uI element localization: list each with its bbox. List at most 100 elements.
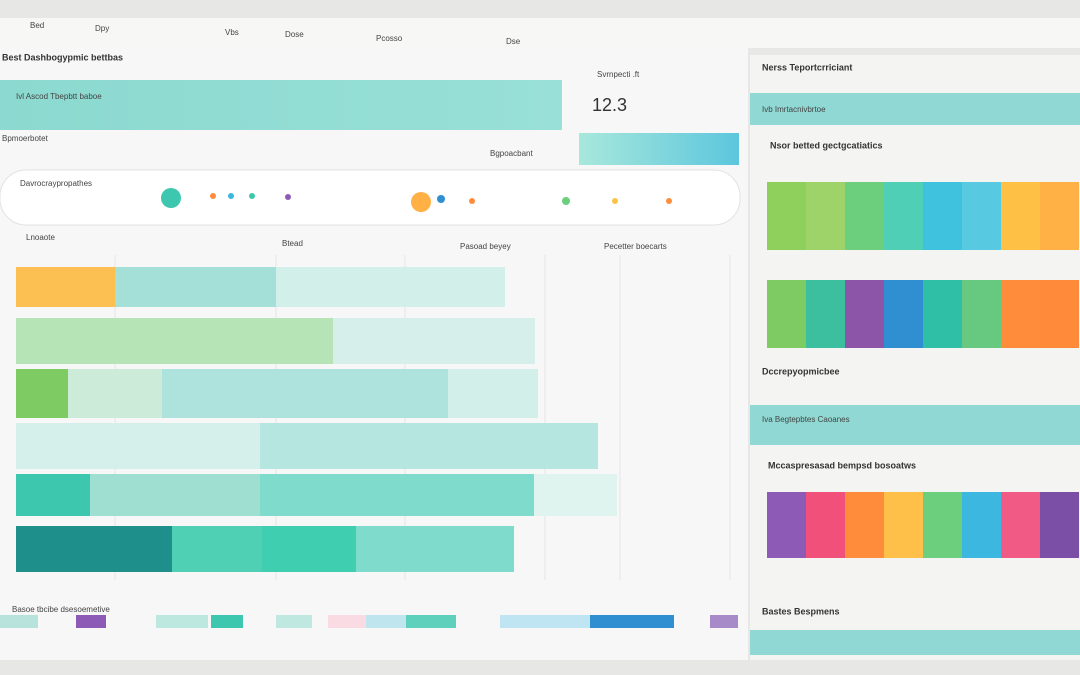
color-block bbox=[845, 182, 884, 250]
side-section: Mccaspresasad bempsd bosoatws bbox=[768, 460, 916, 470]
bar-segment bbox=[276, 267, 505, 307]
bar-segment bbox=[16, 423, 260, 469]
bar-segment bbox=[16, 474, 90, 516]
bar-label: Ivl Ascod Tbepbtt baboe bbox=[16, 92, 102, 101]
side-section: Dccrepyopmicbee bbox=[762, 366, 840, 376]
bar-segment bbox=[260, 474, 534, 516]
chart-title: Lnoaote bbox=[26, 233, 55, 242]
color-block bbox=[1040, 280, 1079, 348]
filter-icon bbox=[666, 198, 672, 204]
color-block bbox=[845, 492, 884, 558]
filter-icon bbox=[285, 194, 291, 200]
legend-swatch bbox=[328, 615, 366, 628]
column-header: Pecetter boecarts bbox=[604, 242, 667, 251]
legend-swatch bbox=[366, 615, 406, 628]
side-strip-label: Ivb Imrtacnivbrtoe bbox=[762, 105, 826, 114]
bar-segment bbox=[262, 526, 356, 572]
color-block bbox=[884, 280, 923, 348]
menu-item[interactable]: Dpy bbox=[95, 24, 109, 33]
color-block bbox=[1040, 492, 1079, 558]
bar-segment bbox=[448, 369, 538, 418]
summary-label: Svrnpecti .ft bbox=[597, 70, 640, 79]
filter-icon bbox=[161, 188, 181, 208]
menu-item[interactable]: Pcosso bbox=[376, 34, 403, 43]
side-strip bbox=[750, 630, 1080, 655]
side-strip bbox=[750, 405, 1080, 445]
color-block bbox=[767, 182, 806, 250]
side-section: Nsor betted gectgcatiatics bbox=[770, 140, 883, 150]
filter-icon bbox=[210, 193, 216, 199]
color-block bbox=[923, 280, 962, 348]
summary-value: 12.3 bbox=[592, 95, 627, 115]
bar-segment bbox=[260, 423, 598, 469]
color-block bbox=[845, 280, 884, 348]
bar-segment bbox=[356, 526, 514, 572]
color-block bbox=[1001, 280, 1040, 348]
color-block bbox=[884, 492, 923, 558]
legend-title: Basoe tbcibe dsesoemetive bbox=[12, 605, 110, 614]
menu-item[interactable]: Dse bbox=[506, 37, 521, 46]
filter-icon bbox=[612, 198, 618, 204]
toolbar bbox=[0, 18, 1080, 48]
bar-segment bbox=[162, 369, 448, 418]
bar-segment bbox=[16, 526, 172, 572]
color-block bbox=[806, 280, 845, 348]
color-block bbox=[884, 182, 923, 250]
color-block bbox=[962, 280, 1001, 348]
filter-icon bbox=[228, 193, 234, 199]
filter-icon bbox=[562, 197, 570, 205]
color-block bbox=[923, 182, 962, 250]
column-header: Btead bbox=[282, 239, 303, 248]
side-title: Nerss Teportcrriciant bbox=[762, 62, 852, 72]
filters-title: Bpmoerbotet bbox=[2, 134, 49, 143]
color-block bbox=[1001, 182, 1040, 250]
legend-swatch bbox=[590, 615, 674, 628]
side-strip bbox=[750, 93, 1080, 125]
bar-segment bbox=[16, 369, 68, 418]
legend-swatch bbox=[0, 615, 38, 628]
bar-segment bbox=[68, 369, 162, 418]
legend-swatch bbox=[211, 615, 243, 628]
color-block bbox=[1040, 182, 1079, 250]
bar-segment bbox=[534, 474, 617, 516]
shapes bbox=[0, 93, 1080, 655]
bar-segment bbox=[172, 526, 262, 572]
side-strip-label: Iva Begtepbtes Caoanes bbox=[762, 415, 850, 424]
side-panel bbox=[750, 55, 1080, 660]
filter-icon bbox=[469, 198, 475, 204]
color-block bbox=[806, 182, 845, 250]
legend-swatch bbox=[406, 615, 456, 628]
side-section: Bastes Bespmens bbox=[762, 606, 840, 616]
legend-swatch bbox=[276, 615, 312, 628]
legend-swatch bbox=[76, 615, 106, 628]
summary-box bbox=[579, 133, 739, 165]
filter-icon bbox=[411, 192, 431, 212]
bar-segment bbox=[333, 318, 535, 364]
bar-segment bbox=[115, 267, 276, 307]
column-header: Pasoad beyey bbox=[460, 242, 511, 251]
color-block bbox=[962, 492, 1001, 558]
color-block bbox=[767, 492, 806, 558]
menu-item[interactable]: Bed bbox=[30, 21, 44, 30]
filter-pill bbox=[0, 169, 741, 226]
menu-item[interactable]: Vbs bbox=[225, 28, 239, 37]
menu-item[interactable]: Dose bbox=[285, 30, 304, 39]
legend-swatch bbox=[710, 615, 738, 628]
color-block bbox=[1001, 492, 1040, 558]
summary-bar bbox=[0, 80, 562, 130]
legend-swatch bbox=[156, 615, 208, 628]
color-block bbox=[962, 182, 1001, 250]
bar-segment bbox=[90, 474, 260, 516]
filter-icon bbox=[249, 193, 255, 199]
title: Best Dashbogypmic bettbas bbox=[2, 52, 123, 62]
color-block bbox=[923, 492, 962, 558]
legend-swatch bbox=[500, 615, 590, 628]
color-block bbox=[767, 280, 806, 348]
summary-caption: Bgpoacbant bbox=[490, 149, 533, 158]
color-block bbox=[806, 492, 845, 558]
bar-segment bbox=[16, 318, 333, 364]
bar-segment bbox=[16, 267, 115, 307]
filter-icon bbox=[437, 195, 445, 203]
